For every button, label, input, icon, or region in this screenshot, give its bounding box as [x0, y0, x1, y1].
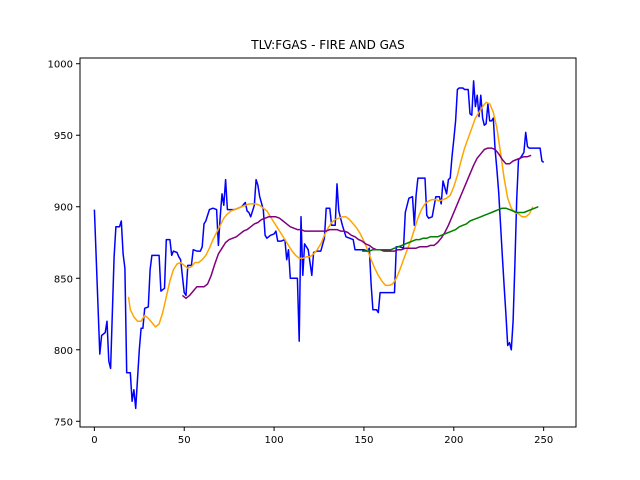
series-line-2 [181, 147, 532, 300]
y-tick-label: 750 [54, 417, 73, 428]
y-tick-label: 900 [54, 203, 73, 214]
x-tick-label: 200 [444, 435, 463, 446]
y-tick-label: 800 [54, 346, 73, 357]
y-tick-label: 850 [54, 274, 73, 285]
x-tick-label: 0 [91, 435, 97, 446]
x-tick-label: 50 [178, 435, 191, 446]
x-tick-label: 150 [354, 435, 373, 446]
series-line-0 [93, 80, 545, 410]
series-line-1 [127, 101, 534, 328]
x-tick-label: 100 [265, 435, 284, 446]
series-layer [93, 80, 545, 410]
chart-title: TLV:FGAS - FIRE AND GAS [250, 38, 405, 52]
x-tick-label: 250 [534, 435, 553, 446]
series-line-3 [362, 206, 539, 252]
x-axis: 0 50 100 150 200 250 [91, 427, 553, 446]
y-tick-label: 1000 [48, 60, 73, 71]
y-axis: 750 800 850 900 950 1000 [48, 60, 80, 428]
y-tick-label: 950 [54, 131, 73, 142]
plot-frame [79, 57, 577, 428]
